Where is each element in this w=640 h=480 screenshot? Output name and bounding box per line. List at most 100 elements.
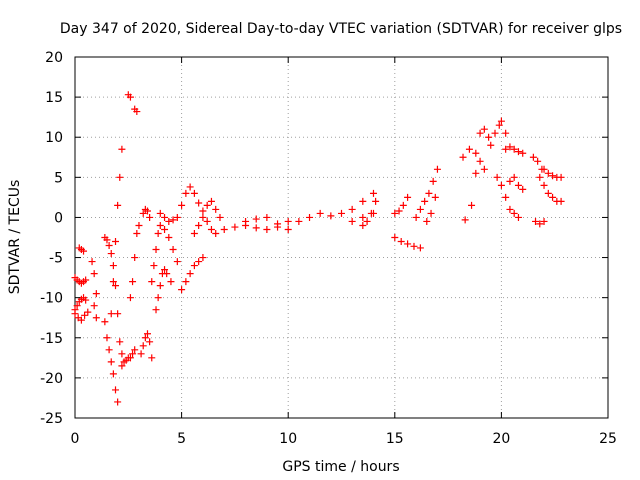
data-point xyxy=(109,262,117,270)
data-point xyxy=(519,149,527,157)
data-point xyxy=(126,93,134,101)
data-point xyxy=(363,217,371,225)
data-point xyxy=(156,221,164,229)
data-point xyxy=(190,229,198,237)
data-point xyxy=(348,217,356,225)
data-point xyxy=(129,278,137,286)
data-point xyxy=(412,213,420,221)
plot-frame xyxy=(74,56,609,419)
data-point xyxy=(284,225,292,233)
data-point xyxy=(82,276,90,284)
data-point xyxy=(427,209,435,217)
data-point xyxy=(472,169,480,177)
data-point xyxy=(529,153,537,161)
data-point xyxy=(167,278,175,286)
data-point xyxy=(107,358,115,366)
series-arc-f xyxy=(101,318,122,406)
data-point xyxy=(549,172,557,180)
series-arc-u xyxy=(391,193,412,217)
data-point xyxy=(231,223,239,231)
data-point xyxy=(510,173,518,181)
data-point xyxy=(107,310,115,318)
data-point xyxy=(118,145,126,153)
y-tick-label: -15 xyxy=(40,331,63,347)
y-tick-label: 5 xyxy=(54,170,63,186)
data-point xyxy=(156,209,164,217)
series-arc-n xyxy=(152,266,175,314)
data-point xyxy=(137,350,145,358)
data-point xyxy=(105,346,113,354)
series-arc-gg xyxy=(540,165,565,181)
data-point xyxy=(154,294,162,302)
data-point xyxy=(112,238,120,246)
data-point xyxy=(152,246,160,254)
data-point xyxy=(103,334,111,342)
data-point xyxy=(116,338,124,346)
y-tick-label: -25 xyxy=(40,411,63,427)
data-point xyxy=(133,108,141,116)
data-point xyxy=(105,242,113,250)
y-tick-label: 0 xyxy=(54,210,63,226)
data-point xyxy=(216,213,224,221)
data-point xyxy=(90,302,98,310)
data-point xyxy=(459,153,467,161)
data-point xyxy=(148,278,156,286)
data-point xyxy=(129,350,137,358)
data-point xyxy=(284,217,292,225)
series-arc-j xyxy=(126,346,139,362)
series-arc-bb xyxy=(502,143,527,157)
data-point xyxy=(429,177,437,185)
series-arc-o xyxy=(156,209,181,225)
data-point xyxy=(92,314,100,322)
data-point xyxy=(391,209,399,217)
data-point xyxy=(186,183,194,191)
data-point xyxy=(425,189,433,197)
data-point xyxy=(212,229,220,237)
grid xyxy=(75,57,608,418)
data-point xyxy=(510,145,518,153)
data-point xyxy=(73,302,81,310)
data-point xyxy=(544,189,552,197)
data-point xyxy=(178,201,186,209)
data-point xyxy=(109,370,117,378)
data-point xyxy=(497,181,505,189)
series-arc-b xyxy=(71,294,90,314)
data-point xyxy=(156,282,164,290)
data-point xyxy=(532,217,540,225)
data-point xyxy=(369,189,377,197)
data-point xyxy=(465,145,473,153)
series-arc-t xyxy=(391,234,424,252)
data-point xyxy=(80,247,88,255)
data-point xyxy=(557,173,565,181)
data-point xyxy=(327,212,335,220)
data-point xyxy=(252,215,260,223)
data-point xyxy=(126,294,134,302)
data-point xyxy=(199,213,207,221)
x-axis: 0 5 10 15 20 25 xyxy=(71,57,617,447)
data-point xyxy=(519,185,527,193)
data-point xyxy=(114,310,122,318)
data-point xyxy=(114,398,122,406)
data-point xyxy=(372,197,380,205)
x-tick-label: 15 xyxy=(386,431,404,447)
data-point xyxy=(485,133,493,141)
series-arc-e xyxy=(101,234,126,370)
series-scatter-1 xyxy=(88,258,100,322)
y-tick-label: 10 xyxy=(45,130,63,146)
data-point xyxy=(92,290,100,298)
series-arc-cc xyxy=(506,173,527,193)
data-point xyxy=(410,242,418,250)
data-point xyxy=(178,286,186,294)
series-isolated-1 xyxy=(124,91,134,101)
data-point xyxy=(112,386,120,394)
series-arc-x xyxy=(459,145,488,173)
data-point xyxy=(103,236,111,244)
data-point xyxy=(77,316,85,324)
data-point xyxy=(506,177,514,185)
data-point xyxy=(338,209,345,217)
y-tick-label: -20 xyxy=(40,371,63,387)
series-arc-w xyxy=(423,193,439,225)
data-point xyxy=(274,220,282,228)
data-point xyxy=(399,201,407,209)
